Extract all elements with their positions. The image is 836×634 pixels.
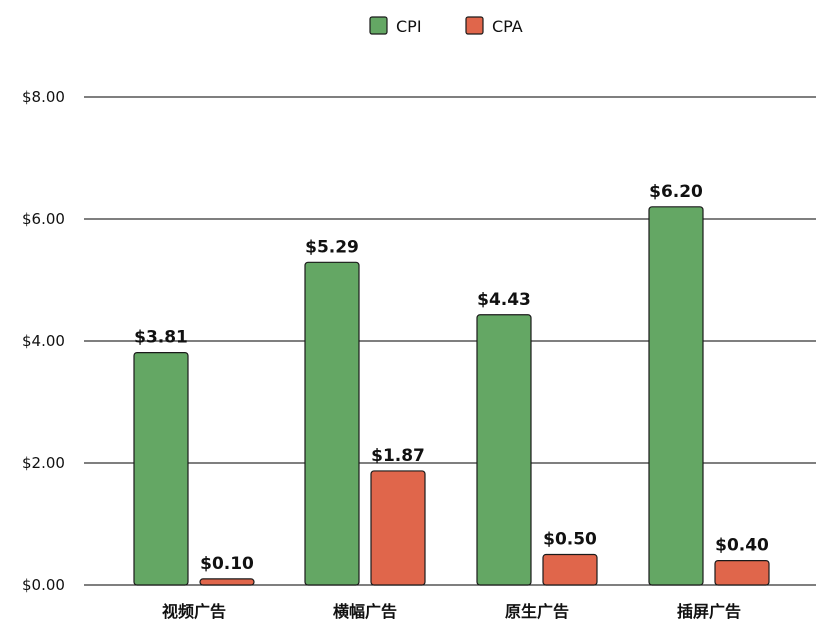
x-tick-label: 插屏广告 xyxy=(677,602,741,621)
data-label: $5.29 xyxy=(305,237,359,257)
legend-swatch-cpa xyxy=(465,16,484,35)
data-label: $3.81 xyxy=(134,328,188,348)
bar-cpa xyxy=(542,553,598,586)
x-tick-label: 视频广告 xyxy=(162,602,226,621)
data-label: $1.87 xyxy=(371,446,425,466)
bar-cpi xyxy=(133,351,189,586)
bar-cpi xyxy=(476,314,532,586)
bar-cpi xyxy=(304,261,360,586)
gridlines xyxy=(84,96,816,586)
y-tick-label: $2.00 xyxy=(22,454,65,472)
y-axis: $0.00 $2.00 $4.00 $6.00 $8.00 xyxy=(22,88,65,594)
bar-cpa xyxy=(370,470,426,586)
x-tick-label: 横幅广告 xyxy=(333,602,397,621)
legend-label-cpa: CPA xyxy=(492,17,523,36)
legend: CPI CPA xyxy=(369,16,523,36)
legend-swatch-cpi xyxy=(369,16,388,35)
legend-label-cpi: CPI xyxy=(396,17,422,36)
y-tick-label: $0.00 xyxy=(22,576,65,594)
data-label: $4.43 xyxy=(477,290,531,310)
data-label: $0.10 xyxy=(200,554,254,574)
data-label: $0.50 xyxy=(543,530,597,550)
data-label: $0.40 xyxy=(715,536,769,556)
bars: $3.81 $0.10 $5.29 $1.87 $4.43 $0.50 $6.20 $0.40 xyxy=(133,182,770,586)
y-tick-label: $6.00 xyxy=(22,210,65,228)
bar-cpi xyxy=(648,206,704,586)
y-tick-label: $4.00 xyxy=(22,332,65,350)
bar-cpa xyxy=(199,578,255,586)
data-label: $6.20 xyxy=(649,182,703,202)
x-tick-label: 原生广告 xyxy=(505,602,569,621)
bar-cpa xyxy=(714,559,770,586)
y-tick-label: $8.00 xyxy=(22,88,65,106)
x-axis: 视频广告 横幅广告 原生广告 插屏广告 xyxy=(162,602,741,621)
